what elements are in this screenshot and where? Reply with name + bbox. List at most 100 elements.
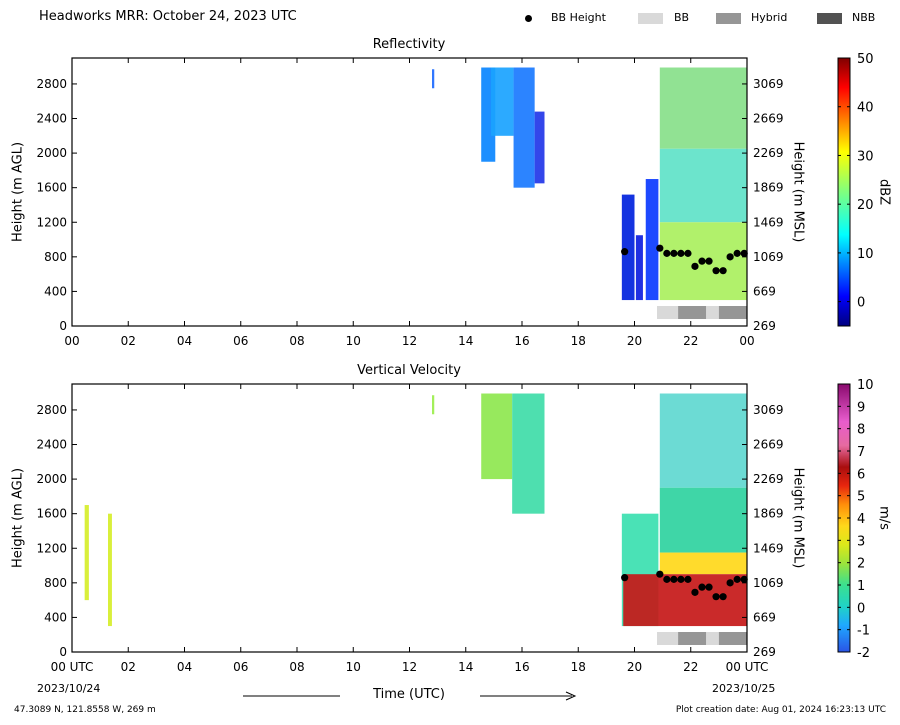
colorbar-tick-label: 30	[857, 149, 874, 164]
bb-height-point	[684, 249, 692, 257]
y-tick-label: 0	[59, 645, 67, 659]
bb-height-point	[663, 249, 671, 257]
y2-tick-label: 2269	[753, 472, 784, 486]
x-tick-label: 18	[571, 334, 586, 348]
y2-tick-label: 2269	[753, 146, 784, 160]
bb-height-point	[712, 593, 720, 601]
colorbar-tick-label: 40	[857, 101, 874, 116]
bb-height-point	[663, 575, 671, 583]
bb-height-point	[670, 249, 678, 257]
x-tick-label: 16	[514, 660, 529, 674]
x-tick-label: 06	[233, 334, 248, 348]
heatmap-cell	[513, 67, 535, 188]
y-tick-label: 400	[44, 284, 67, 298]
heatmap-cell	[635, 235, 643, 301]
colorbar-tick-label: 10	[857, 378, 874, 393]
colorbar-tick-label: 50	[857, 52, 874, 67]
colorbar-label-dbz: dBZ	[876, 178, 892, 206]
bb-height-point	[621, 574, 629, 582]
x-tick-label: 02	[121, 660, 136, 674]
y-tick-label: 1200	[36, 541, 67, 555]
bb-height-point	[740, 249, 748, 257]
y2-tick-label: 1469	[753, 215, 784, 229]
y2-tick-label: 669	[753, 284, 776, 298]
chart-title-reflectivity: Reflectivity	[372, 37, 446, 52]
bb-height-point	[677, 249, 685, 257]
bb-type-bar	[706, 632, 719, 645]
legend-swatch-bb	[638, 13, 663, 24]
colorbar-tick-label: 0	[857, 601, 865, 616]
bb-type-bar	[678, 306, 707, 319]
heatmap-cell	[534, 111, 545, 184]
x-tick-label: 16	[514, 334, 529, 348]
end-date-label: 2023/10/25	[712, 682, 776, 695]
bb-height-point	[691, 588, 699, 596]
y-tick-label: 2800	[36, 403, 67, 417]
plot-creation-date: Plot creation date: Aug 01, 2024 16:23:1…	[675, 705, 886, 715]
colorbar-tick-label: 7	[857, 445, 865, 460]
y2-tick-label: 1069	[753, 576, 784, 590]
x-tick-label: 10	[346, 334, 361, 348]
y-tick-label: 1600	[36, 181, 67, 195]
y2-tick-label: 3069	[753, 77, 784, 91]
x-tick-label: 00 UTC	[726, 660, 769, 674]
colorbar-tick-label: 3	[857, 534, 865, 549]
bb-height-point	[670, 575, 678, 583]
y2-axis-label-top: Height (m MSL)	[790, 141, 806, 243]
bb-type-bar	[678, 632, 707, 645]
y2-tick-label: 1069	[753, 250, 784, 264]
bb-height-point	[698, 583, 706, 591]
bb-type-bar	[718, 632, 747, 645]
colorbar-tick-label: -1	[857, 624, 870, 639]
x-tick-label: 12	[402, 334, 417, 348]
colorbar-tick-label: 9	[857, 400, 865, 415]
colorbar-tick-label: 8	[857, 423, 865, 438]
bb-height-point	[726, 253, 734, 261]
heatmap-cell	[659, 552, 747, 575]
x-tick-label: 20	[627, 660, 642, 674]
y-tick-label: 800	[44, 250, 67, 264]
bb-height-point	[726, 579, 734, 587]
bb-height-point	[656, 244, 664, 252]
bb-type-bar	[706, 306, 719, 319]
colorbar-tick-label: 5	[857, 490, 865, 505]
x-tick-label: 14	[458, 660, 473, 674]
y2-tick-label: 269	[753, 319, 776, 333]
x-tick-label: 14	[458, 334, 473, 348]
colorbar-tick-label: 10	[857, 247, 874, 262]
x-tick-label: 22	[683, 660, 698, 674]
heatmap-cell	[491, 67, 514, 136]
bb-type-bar	[657, 306, 679, 319]
chart-title-vertical-velocity: Vertical Velocity	[357, 363, 461, 378]
legend-swatch-hybrid	[716, 13, 741, 24]
heatmap-cell	[481, 393, 513, 480]
bb-type-bar	[657, 632, 679, 645]
y-tick-label: 1200	[36, 215, 67, 229]
legend-label-hybrid: Hybrid	[751, 11, 788, 24]
heatmap-cell	[659, 487, 747, 553]
heatmap-cell	[512, 393, 545, 514]
bb-height-point	[719, 267, 727, 275]
time-arrow-head	[565, 691, 577, 701]
colorbar	[837, 57, 851, 327]
legend-label-nbb: NBB	[852, 11, 876, 24]
heatmap-cell	[621, 194, 635, 301]
y-tick-label: 2400	[36, 438, 67, 452]
y2-tick-label: 669	[753, 610, 776, 624]
x-tick-label: 12	[402, 660, 417, 674]
y2-tick-label: 1469	[753, 541, 784, 555]
bb-height-point	[733, 575, 741, 583]
y-tick-label: 1600	[36, 507, 67, 521]
x-tick-label: 06	[233, 660, 248, 674]
bb-height-point	[698, 257, 706, 265]
bb-height-point	[705, 583, 713, 591]
y2-tick-label: 2669	[753, 438, 784, 452]
bb-height-point	[705, 257, 713, 265]
heatmap-cell	[108, 513, 112, 627]
heatmap-cell	[84, 505, 89, 601]
bb-height-point	[621, 248, 629, 256]
y2-tick-label: 3069	[753, 403, 784, 417]
